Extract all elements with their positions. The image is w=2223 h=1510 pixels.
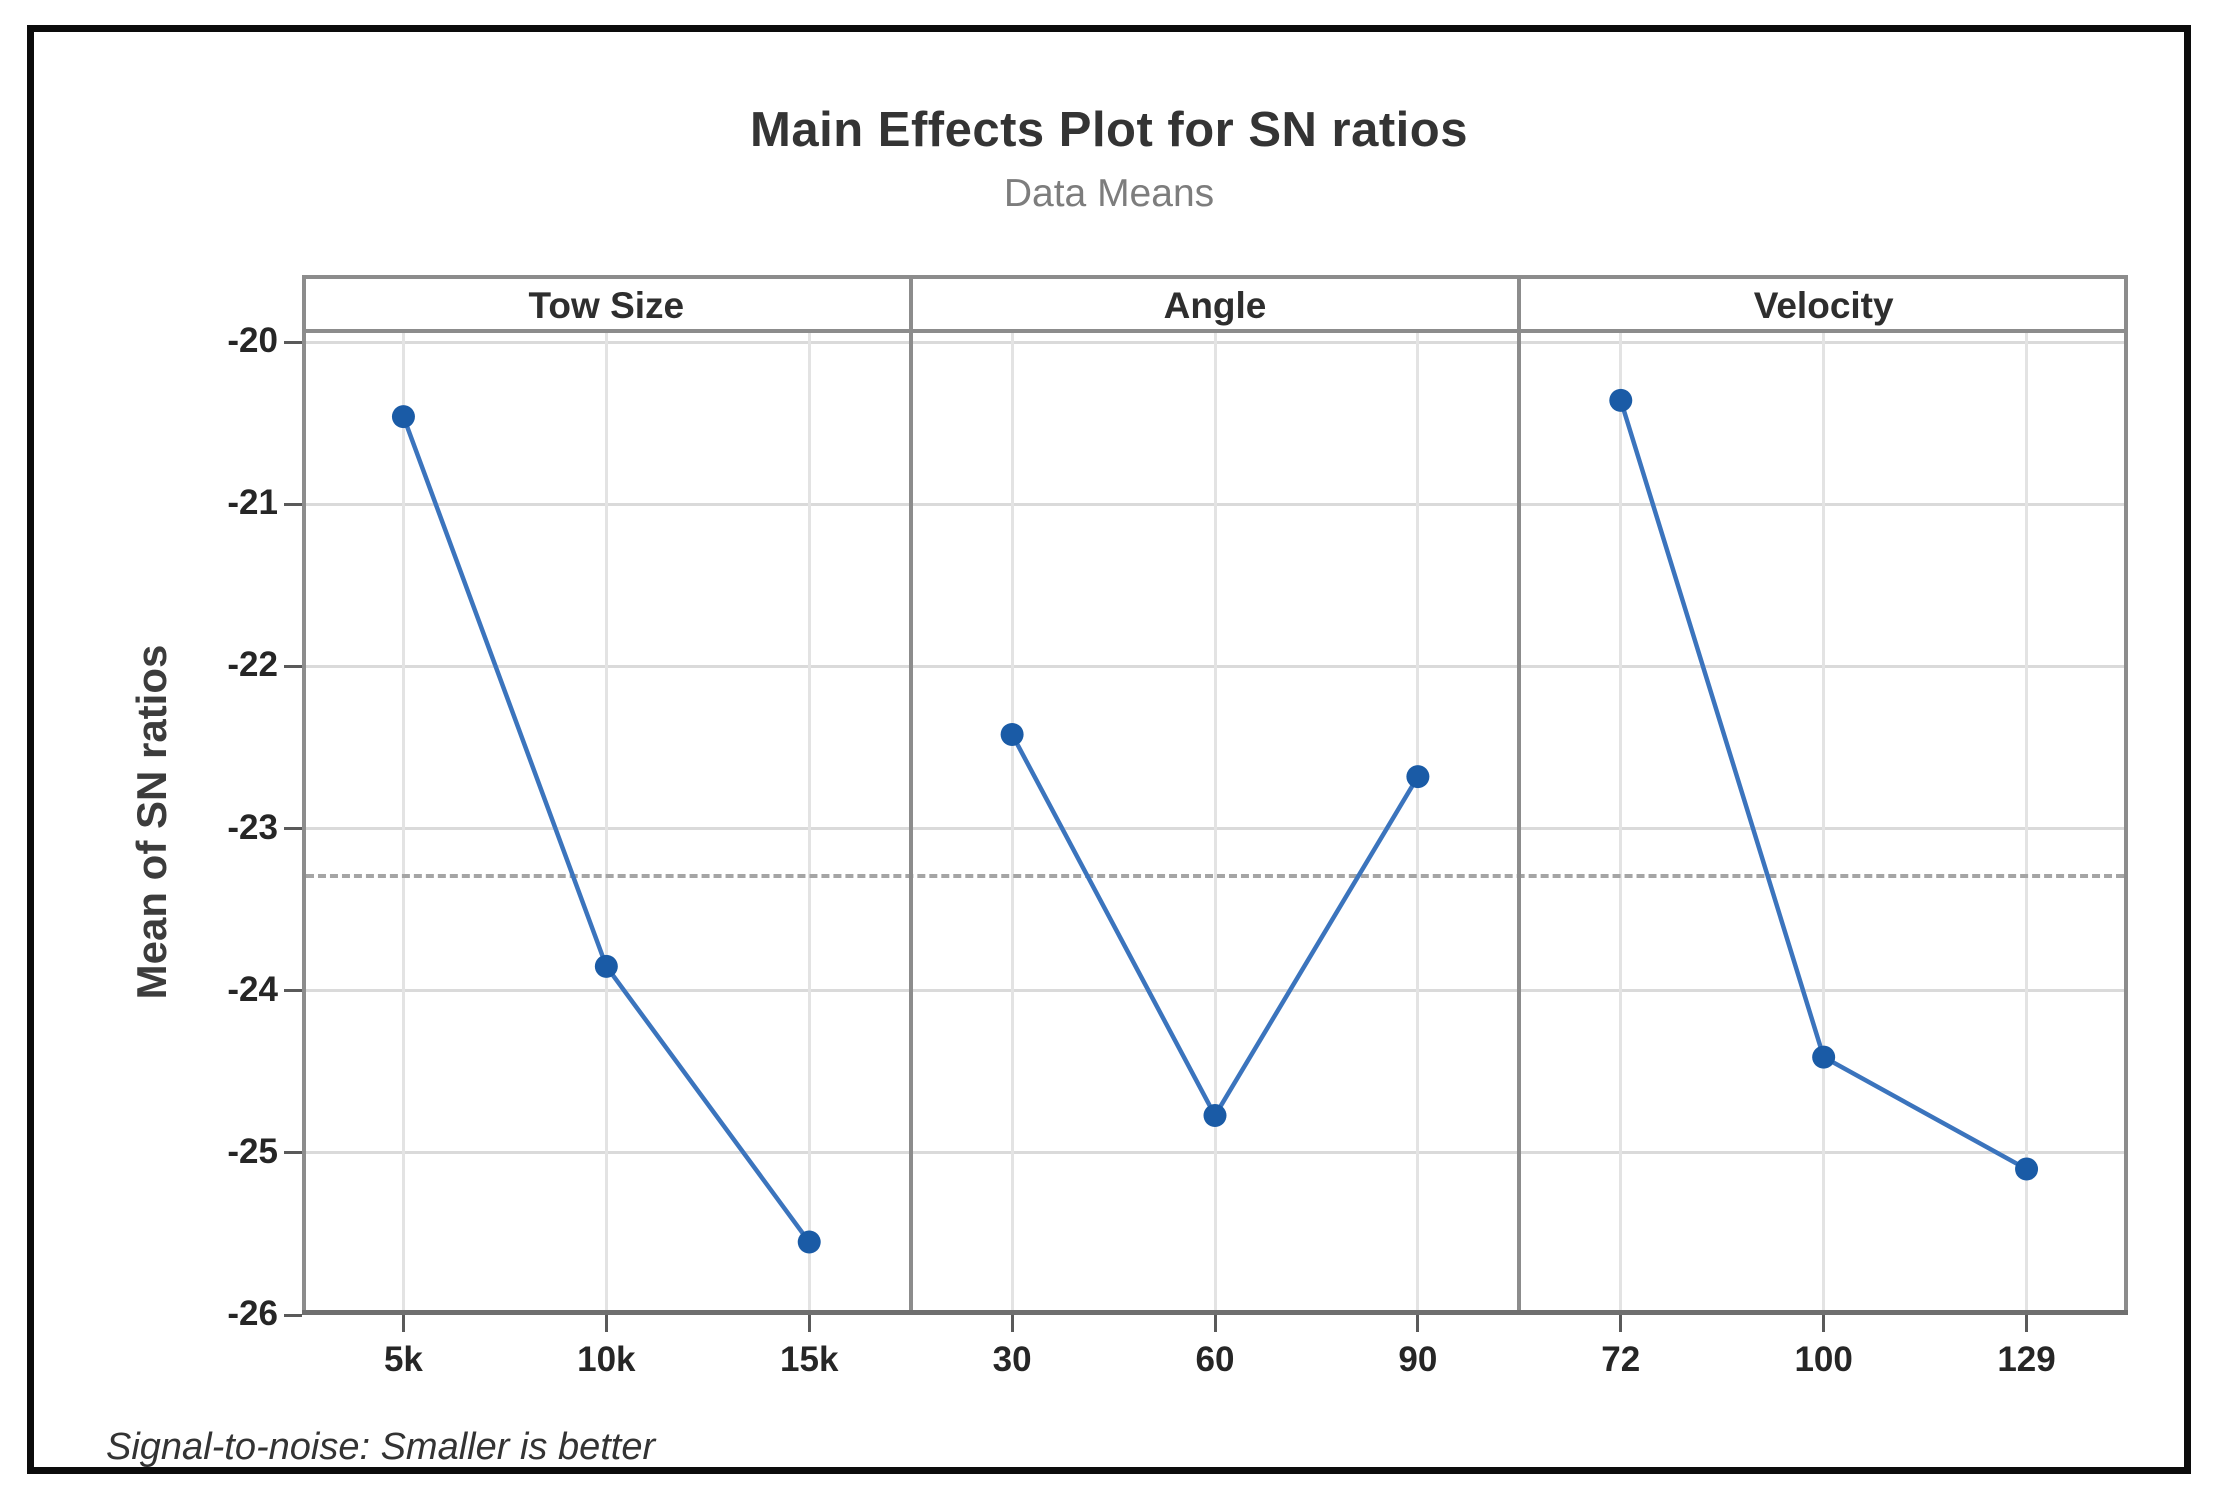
- y-tick-mark: [284, 664, 302, 668]
- panel-header: Velocity: [1753, 285, 1894, 326]
- y-tick-mark: [284, 1313, 302, 1317]
- gridline-vertical: [807, 333, 811, 1310]
- plot-border-top: [302, 275, 2128, 279]
- y-tick-mark: [284, 1151, 302, 1155]
- plot-region: Tow Size Angle Velocity: [284, 275, 2128, 1332]
- chart-title: Main Effects Plot for SN ratios: [750, 103, 1468, 157]
- gridline-vertical: [1822, 333, 1826, 1310]
- gridline-vertical: [604, 333, 608, 1310]
- panel-header: Angle: [1163, 285, 1267, 326]
- x-tick-mark: [1822, 1315, 1826, 1332]
- x-tick-mark: [1619, 1315, 1623, 1332]
- x-tick-mark: [1416, 1315, 1420, 1332]
- x-tick-mark: [1213, 1315, 1217, 1332]
- y-tick-mark: [284, 502, 302, 506]
- x-tick-label: 5k: [383, 1340, 423, 1379]
- y-tick-mark: [284, 989, 302, 993]
- plot-border-right: [2124, 275, 2128, 1315]
- gridline-vertical: [1619, 333, 1623, 1310]
- x-tick-mark: [604, 1315, 608, 1332]
- x-tick-mark: [401, 1315, 405, 1332]
- y-tick-label: -20: [227, 321, 278, 360]
- x-tick-label: 15k: [780, 1340, 839, 1379]
- x-tick-label: 10k: [577, 1340, 636, 1379]
- x-tick-label: 30: [992, 1340, 1032, 1379]
- x-tick-label: 90: [1398, 1340, 1438, 1379]
- chart-subtitle: Data Means: [1003, 172, 1215, 215]
- header-separator: [302, 329, 2128, 333]
- x-tick-label: 60: [1195, 1340, 1235, 1379]
- y-tick-label: -22: [227, 645, 278, 685]
- x-tick-label: 72: [1601, 1340, 1641, 1379]
- gridline-vertical: [1213, 333, 1217, 1310]
- footnote: Signal-to-noise: Smaller is better: [106, 1426, 656, 1468]
- y-tick-label: -24: [227, 969, 278, 1009]
- x-tick-mark: [1010, 1315, 1014, 1332]
- x-tick-label: 100: [1794, 1340, 1853, 1379]
- gridline-vertical: [1416, 333, 1420, 1310]
- gridline-vertical: [2025, 333, 2029, 1310]
- x-tick-mark: [807, 1315, 811, 1332]
- gridline-vertical: [401, 333, 405, 1310]
- y-tick-label: -21: [227, 483, 278, 523]
- gridline-vertical: [1010, 333, 1014, 1310]
- panel-divider: [908, 275, 913, 1315]
- plot-border-left: [302, 275, 306, 1315]
- y-tick-label: -23: [227, 807, 278, 847]
- panel-divider: [1517, 275, 1522, 1315]
- reference-line: [306, 873, 2124, 878]
- x-axis-line: [302, 1310, 2128, 1315]
- panel-header: Tow Size: [528, 285, 685, 326]
- x-tick-mark: [2025, 1315, 2029, 1332]
- y-tick-label: -25: [227, 1131, 278, 1171]
- y-tick-mark: [284, 340, 302, 344]
- figure-frame: Main Effects Plot for SN ratios Data Mea…: [27, 25, 2191, 1474]
- y-tick-mark: [284, 827, 302, 830]
- x-tick-label: 129: [1997, 1340, 2056, 1379]
- y-tick-label: -26: [227, 1294, 278, 1333]
